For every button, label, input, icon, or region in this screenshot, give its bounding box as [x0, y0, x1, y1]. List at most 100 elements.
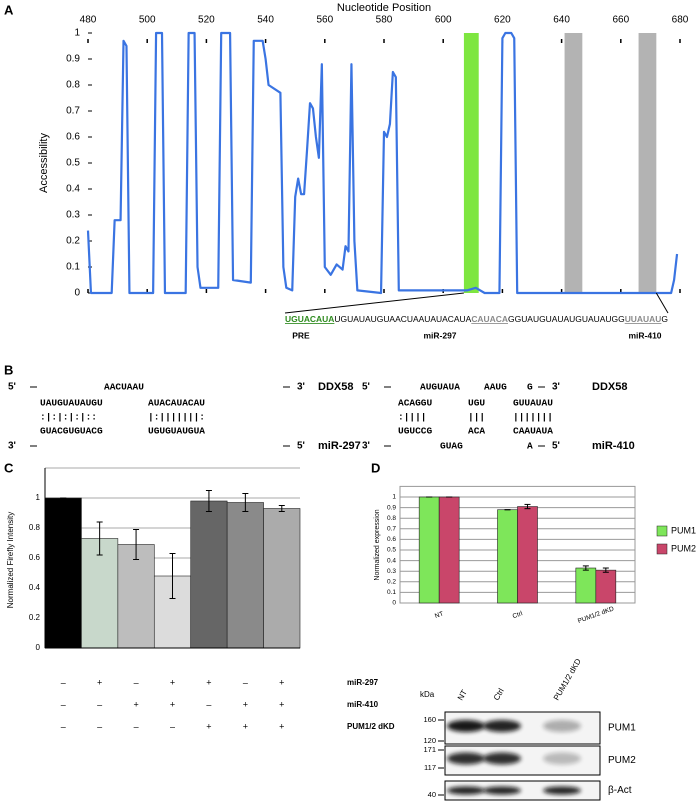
bar	[418, 496, 440, 604]
y-tick-label: 1	[392, 494, 396, 501]
sequence: UGUACAUAUGUAUAUGUAACUAAUAUACAUACAUACAGGU…	[285, 314, 668, 324]
x-axis-title: Nucleotide Position	[337, 2, 431, 14]
x-tick-label: 580	[376, 15, 393, 26]
bar	[44, 497, 82, 649]
y-tick-label: 0.3	[387, 568, 396, 575]
y-tick-label: 0.1	[387, 589, 396, 596]
strand-name: DDX58	[592, 381, 627, 393]
sequence-segment: G	[661, 314, 668, 324]
marker-label: 40	[428, 790, 436, 799]
y-tick-label: 0	[74, 288, 80, 299]
y-tick-label: 0.4	[29, 583, 41, 592]
lane-label: Ctrl	[492, 687, 506, 702]
y-tick-label: 0.8	[66, 80, 80, 91]
legend-swatch	[656, 543, 668, 555]
bar	[81, 538, 119, 649]
base-pairs: :|:|:|:|::	[40, 412, 97, 423]
x-tick-label: 680	[672, 15, 689, 26]
blot-band	[447, 786, 485, 795]
paired-target: UAUGUAUAUGU	[40, 398, 103, 409]
legend-swatch	[656, 525, 668, 537]
x-tick-label: 540	[257, 15, 274, 26]
condition-mark: –	[61, 699, 66, 709]
strand-name: DDX58	[318, 381, 353, 393]
bar	[263, 508, 301, 649]
condition-mark: –	[61, 677, 66, 687]
strand-end: 3'	[8, 441, 16, 452]
connector	[284, 292, 464, 314]
blot-band	[483, 720, 521, 732]
bar	[226, 502, 264, 649]
condition-label: PUM1/2 dKD	[347, 722, 395, 731]
y-tick-label: 0.3	[66, 210, 80, 221]
x-tick-label: PUM1/2 dKD	[577, 605, 615, 625]
condition-label: miR-410	[347, 700, 379, 709]
x-tick-label: 500	[139, 15, 156, 26]
paired-mirna: ACA	[468, 426, 485, 437]
blot-band	[483, 752, 521, 765]
condition-mark: +	[97, 677, 102, 687]
blot-band	[483, 786, 521, 795]
y-tick-label: 0.7	[387, 526, 396, 533]
unpaired-target: AUGUAUA	[420, 382, 460, 393]
sequence-segment: GGUAUGUAUAUGUAUAUGG	[508, 314, 625, 324]
panel-label: D	[371, 460, 380, 475]
condition-mark: –	[206, 699, 211, 709]
y-tick-label: 0.2	[66, 236, 80, 247]
protein-label: PUM2	[608, 755, 636, 766]
y-tick-label: 0.6	[66, 132, 80, 143]
blot-unit: kDa	[420, 690, 435, 699]
y-tick-label: 0.5	[387, 547, 396, 554]
x-tick-label: 660	[612, 15, 629, 26]
condition-mark: –	[97, 699, 102, 709]
condition-mark: –	[243, 677, 248, 687]
condition-mark: +	[243, 699, 248, 709]
base-pairs: |:|||||||:	[148, 412, 205, 423]
x-tick-label: 520	[198, 15, 215, 26]
paired-target: UGU	[468, 398, 485, 409]
paired-mirna: UGUGUAUGUA	[148, 426, 205, 437]
strand-name: miR-410	[592, 440, 635, 452]
x-tick-label: 620	[494, 15, 511, 26]
y-axis-title: Accessibility	[38, 133, 50, 193]
y-tick-label: 0.2	[29, 613, 41, 622]
condition-mark: +	[170, 677, 175, 687]
condition-mark: –	[97, 721, 102, 731]
paired-target: ACAGGU	[398, 398, 433, 409]
sequence-label: miR-297	[423, 330, 456, 340]
sequence-segment: UGUAUAUGUAACUAAUAUACAUA	[334, 314, 471, 324]
unpaired-target: AACUAAU	[104, 382, 144, 393]
paired-target: AUACAUACAU	[148, 398, 205, 409]
bar	[575, 567, 597, 604]
blot-band	[543, 786, 581, 795]
strand-name: miR-297	[318, 440, 361, 452]
protein-label: PUM1	[608, 723, 636, 734]
marker-label: 160	[423, 715, 436, 724]
marker-label: 171	[423, 745, 436, 754]
y-tick-label: 0.2	[387, 579, 396, 586]
sequence-label: miR-410	[628, 330, 661, 340]
accessibility-line	[86, 31, 679, 295]
bar	[497, 509, 518, 604]
strand-end: 5'	[297, 441, 305, 452]
marker-label: 120	[423, 736, 436, 745]
y-tick-label: 0.4	[387, 557, 396, 564]
marker-label: 117	[424, 763, 436, 772]
blot-band	[543, 752, 581, 765]
strand-end: 3'	[362, 441, 370, 452]
protein-label: β-Act	[608, 785, 632, 796]
panel-label: B	[4, 362, 13, 377]
sequence-segment: UGUACAUA	[285, 314, 334, 324]
strand-end: 5'	[362, 382, 370, 393]
x-tick-label: 640	[553, 15, 570, 26]
condition-mark: +	[279, 677, 284, 687]
bar	[517, 506, 538, 604]
x-tick-label: NT	[434, 610, 445, 620]
highlight-region	[463, 33, 479, 293]
blot-band	[447, 720, 485, 732]
base-pairs: |||	[468, 412, 485, 423]
y-tick-label: 0.5	[66, 158, 80, 169]
condition-mark: –	[61, 721, 66, 731]
unpaired-target: G	[527, 382, 533, 393]
